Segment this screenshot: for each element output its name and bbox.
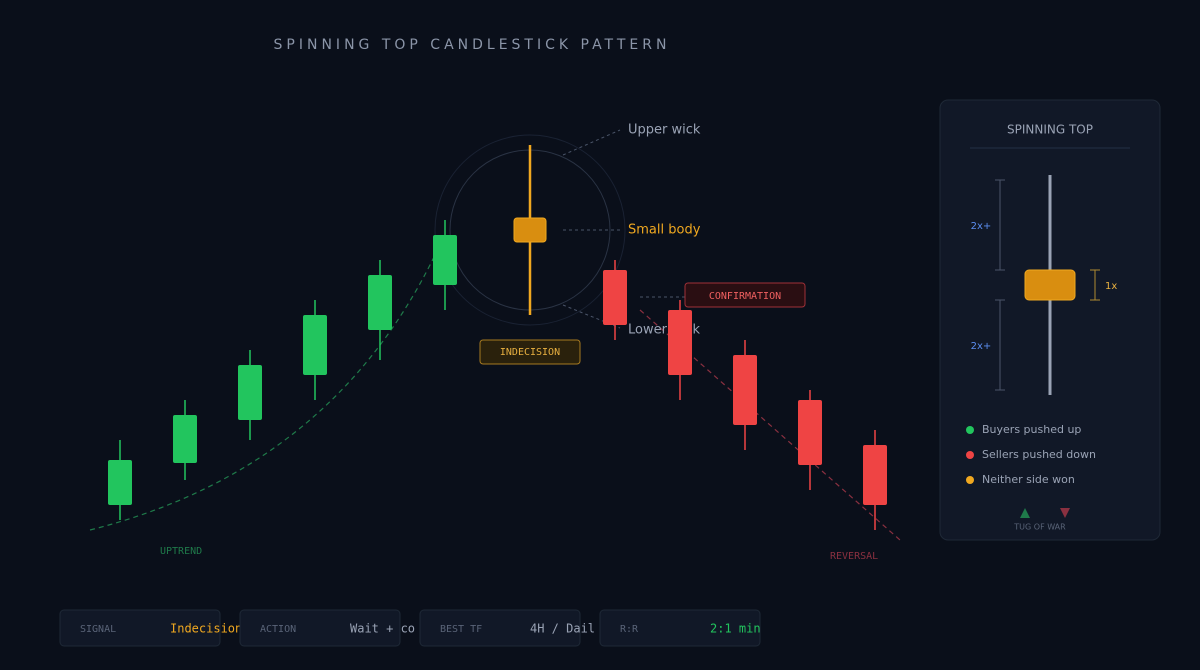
candle-body bbox=[238, 365, 262, 420]
badge bbox=[684, 282, 806, 308]
arrow-up bbox=[1020, 508, 1030, 518]
candle-body bbox=[603, 270, 627, 325]
candle-body bbox=[433, 235, 457, 285]
trend-label: UPTREND bbox=[160, 546, 202, 557]
candle-body bbox=[108, 460, 132, 505]
candle-body bbox=[733, 355, 757, 425]
legend-label: Buyers pushed up bbox=[982, 423, 1081, 436]
arrow-down bbox=[1060, 508, 1070, 518]
candle-body bbox=[668, 310, 692, 375]
leader bbox=[562, 129, 621, 156]
candle-body bbox=[863, 445, 887, 505]
card-label: SIGNAL bbox=[80, 624, 116, 635]
legend-label: Sellers pushed down bbox=[982, 448, 1096, 461]
candle-body bbox=[798, 400, 822, 465]
card bbox=[599, 609, 761, 647]
legend-label: Neither side won bbox=[982, 473, 1075, 486]
legend-dot bbox=[966, 476, 974, 484]
card-value: Indecision bbox=[170, 622, 242, 636]
annotation: Small body bbox=[628, 223, 701, 238]
cards: SIGNAL Indecision ACTION Wait + co BEST TF 4H… bbox=[59, 609, 761, 647]
badge-label: INDECISION bbox=[500, 347, 560, 358]
card bbox=[239, 609, 401, 647]
trend-label: REVERSAL bbox=[830, 551, 878, 562]
card bbox=[59, 609, 221, 647]
body bbox=[1024, 269, 1076, 301]
halo bbox=[434, 134, 626, 326]
candle-body bbox=[368, 275, 392, 330]
panel-title: SPINNING TOP bbox=[1007, 123, 1093, 137]
measure bbox=[1090, 269, 1100, 301]
card-value: 2:1 min bbox=[710, 622, 761, 636]
annotation: Upper wick bbox=[628, 123, 701, 138]
card-value: 4H / Dail bbox=[530, 622, 595, 636]
candle-body bbox=[303, 315, 327, 375]
panel-footer: TUG OF WAR bbox=[1013, 523, 1066, 532]
measure bbox=[995, 179, 1005, 391]
ratio: 1x bbox=[1105, 281, 1117, 292]
candle-body bbox=[173, 415, 197, 463]
card-label: ACTION bbox=[260, 624, 296, 635]
card-label: BEST TF bbox=[440, 624, 482, 635]
leader bbox=[562, 304, 621, 329]
legend-dot bbox=[966, 426, 974, 434]
legend-dot bbox=[966, 451, 974, 459]
card-label: R:R bbox=[620, 624, 639, 635]
card-value: Wait + co bbox=[350, 622, 415, 636]
uptrend-line bbox=[89, 254, 436, 531]
title: SPINNING TOP CANDLESTICK PATTERN bbox=[274, 37, 671, 53]
ratio: 2x+ bbox=[971, 221, 992, 232]
badge-label: CONFIRMATION bbox=[709, 291, 781, 302]
badge bbox=[479, 339, 581, 365]
ratio: 2x+ bbox=[971, 341, 992, 352]
card bbox=[419, 609, 581, 647]
candles bbox=[108, 220, 887, 530]
body bbox=[513, 217, 547, 243]
